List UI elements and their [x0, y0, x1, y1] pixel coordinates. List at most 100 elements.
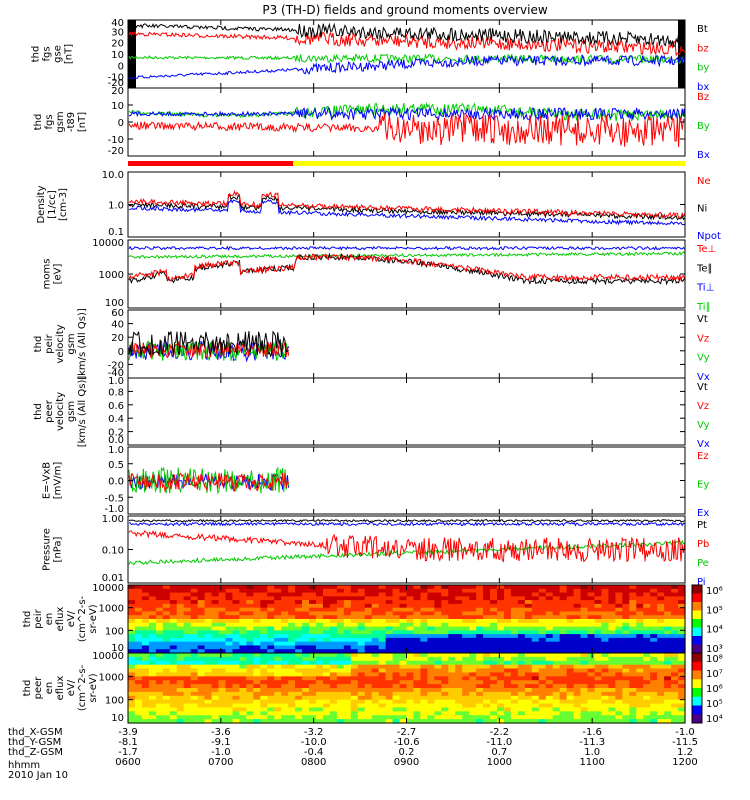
- spectrogram-cell: [148, 660, 157, 666]
- spectrogram-cell: [371, 634, 380, 639]
- spectrogram-cell: [462, 615, 470, 620]
- spectrogram-cell: [538, 592, 547, 597]
- spectrogram-cell: [169, 607, 178, 613]
- spectrogram-cell: [678, 596, 686, 601]
- spectrogram-cell: [657, 641, 665, 647]
- spectrogram-cell: [399, 719, 408, 724]
- spectrogram-cell: [594, 653, 603, 658]
- spectrogram-cell: [601, 637, 610, 643]
- spectrogram-cell: [225, 649, 234, 654]
- spectrogram-cell: [664, 703, 672, 709]
- spectrogram-cell: [197, 668, 206, 674]
- spectrogram-cell: [510, 676, 519, 681]
- spectrogram-cell: [288, 615, 296, 620]
- spectrogram-cell: [239, 592, 247, 597]
- spectrogram-cell: [462, 688, 470, 693]
- spectrogram-cell: [650, 711, 658, 716]
- spectrogram-cell: [392, 645, 401, 650]
- y-label-line: thd: [33, 114, 44, 131]
- spectrogram-cell: [267, 680, 275, 685]
- spectrogram-cell: [427, 707, 435, 712]
- spectrogram-cell: [580, 688, 589, 693]
- spectrogram-cell: [322, 719, 331, 724]
- spectrogram-cell: [336, 585, 345, 590]
- spectrogram-cell: [406, 634, 415, 639]
- spectrogram-cell: [322, 615, 331, 620]
- spectrogram-cell: [552, 611, 561, 616]
- spectrogram-cell: [552, 588, 561, 594]
- spectrogram-cell: [524, 600, 533, 605]
- spectrogram-cell: [169, 691, 178, 697]
- spectrogram-cell: [309, 645, 317, 650]
- spectrogram-cell: [420, 672, 428, 677]
- spectrogram-cell: [566, 664, 575, 670]
- spectrogram-cell: [141, 588, 150, 594]
- spectrogram-cell: [483, 603, 491, 609]
- spectrogram-cell: [315, 645, 324, 650]
- spectrogram-cell: [538, 668, 547, 674]
- spectrogram-cell: [552, 691, 561, 697]
- spectrogram-cell: [497, 645, 505, 650]
- spectrogram-cell: [176, 585, 185, 590]
- spectrogram-cell: [141, 585, 150, 590]
- spectrogram-cell: [538, 653, 547, 658]
- spectrogram-cell: [134, 592, 143, 597]
- spectrogram-cell: [183, 592, 192, 597]
- spectrogram-cell: [434, 664, 442, 670]
- spectrogram-cell: [476, 699, 484, 705]
- spectrogram-cell: [399, 707, 408, 712]
- spectrogram-cell: [517, 707, 526, 712]
- y-tick-label: 20: [111, 333, 124, 344]
- y-label-line: peir: [44, 333, 55, 353]
- spectrogram-cell: [636, 615, 644, 620]
- spectrogram-cell: [427, 641, 435, 647]
- spectrogram-cell: [288, 603, 296, 609]
- spectrogram-cell: [538, 634, 547, 639]
- spectrogram-cell: [462, 703, 470, 709]
- y-tick-label: 0.1: [108, 227, 124, 238]
- spectrogram-cell: [378, 630, 387, 635]
- spectrogram-cell: [420, 649, 428, 654]
- spectrogram-cell: [601, 607, 610, 613]
- spectrogram-cell: [399, 703, 408, 709]
- spectrogram-cell: [218, 596, 227, 601]
- spectrogram-cell: [371, 649, 380, 654]
- spectrogram-cell: [427, 626, 435, 631]
- spectrogram-cell: [455, 588, 463, 594]
- spectrogram-cell: [420, 695, 428, 701]
- spectrogram-cell: [545, 664, 554, 670]
- spectrogram-cell: [315, 676, 324, 681]
- spectrogram-cell: [155, 585, 164, 590]
- y-label-line: gsm: [55, 111, 66, 132]
- spectrogram-cell: [260, 668, 268, 674]
- y-tick-label: 1000: [99, 270, 124, 281]
- spectrogram-cell: [559, 615, 568, 620]
- spectrogram-cell: [629, 656, 637, 662]
- spectrogram-cell: [678, 603, 686, 609]
- spectrogram-cell: [420, 711, 428, 716]
- spectrogram-cell: [580, 592, 589, 597]
- spectrogram-cell: [497, 684, 505, 689]
- spectrogram-cell: [524, 607, 533, 613]
- spectrogram-cell: [622, 719, 630, 724]
- spectrogram-cell: [155, 596, 164, 601]
- spectrogram-cell: [538, 615, 547, 620]
- spectrogram-cell: [615, 707, 623, 712]
- spectrogram-cell: [190, 619, 199, 624]
- series-line: [128, 521, 685, 527]
- spectrogram-cell: [462, 695, 470, 701]
- spectrogram-cell: [587, 653, 596, 658]
- spectrogram-cell: [190, 660, 199, 666]
- ephem-value: 1.0: [584, 747, 600, 758]
- spectrogram-cell: [566, 695, 575, 701]
- spectrogram-cell: [587, 676, 596, 681]
- spectrogram-cell: [580, 684, 589, 689]
- ephem-value: -1.0: [675, 727, 695, 738]
- spectrogram-cell: [671, 688, 679, 693]
- spectrogram-cell: [517, 615, 526, 620]
- spectrogram-cell: [552, 672, 561, 677]
- hhmm-label: hhmm: [8, 760, 40, 771]
- spectrogram-cell: [531, 699, 540, 705]
- spectrogram-cell: [636, 637, 644, 643]
- spectrogram-cell: [315, 649, 324, 654]
